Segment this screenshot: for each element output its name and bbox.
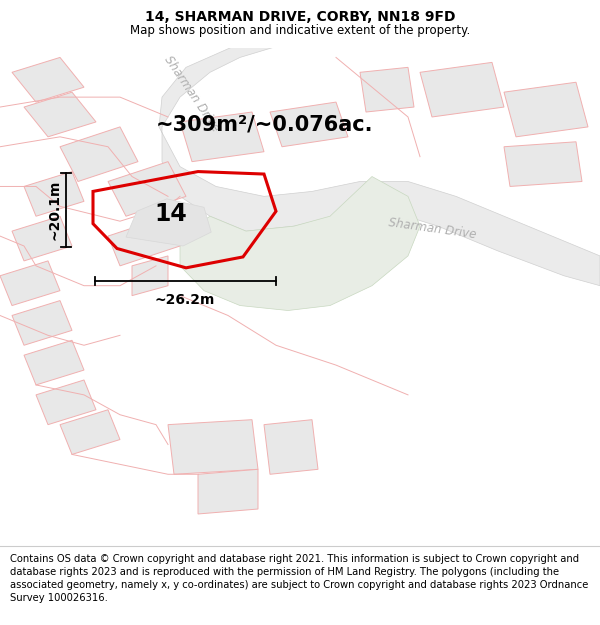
Polygon shape xyxy=(12,216,72,261)
Polygon shape xyxy=(60,410,120,454)
Polygon shape xyxy=(180,112,264,162)
Polygon shape xyxy=(168,420,258,474)
Polygon shape xyxy=(108,216,180,266)
Polygon shape xyxy=(270,102,348,147)
Polygon shape xyxy=(132,256,168,296)
Polygon shape xyxy=(420,62,504,117)
Polygon shape xyxy=(108,162,186,216)
Polygon shape xyxy=(504,82,588,137)
Polygon shape xyxy=(24,340,84,385)
Polygon shape xyxy=(12,301,72,345)
Polygon shape xyxy=(12,58,84,102)
Text: Contains OS data © Crown copyright and database right 2021. This information is : Contains OS data © Crown copyright and d… xyxy=(10,554,588,603)
Polygon shape xyxy=(264,420,318,474)
Polygon shape xyxy=(0,261,60,306)
Text: 14: 14 xyxy=(155,202,187,226)
Polygon shape xyxy=(60,127,138,181)
Polygon shape xyxy=(198,469,258,514)
Polygon shape xyxy=(504,142,582,186)
Polygon shape xyxy=(126,199,211,246)
Polygon shape xyxy=(36,380,96,424)
Polygon shape xyxy=(24,171,84,216)
Text: Sharman Drive: Sharman Drive xyxy=(387,216,477,241)
Text: ~26.2m: ~26.2m xyxy=(155,293,215,307)
Polygon shape xyxy=(159,48,600,286)
Text: ~20.1m: ~20.1m xyxy=(47,180,61,241)
Polygon shape xyxy=(360,68,414,112)
Text: Map shows position and indicative extent of the property.: Map shows position and indicative extent… xyxy=(130,24,470,37)
Text: 14, SHARMAN DRIVE, CORBY, NN18 9FD: 14, SHARMAN DRIVE, CORBY, NN18 9FD xyxy=(145,11,455,24)
Text: Sharman Drive: Sharman Drive xyxy=(162,54,222,134)
Text: ~309m²/~0.076ac.: ~309m²/~0.076ac. xyxy=(156,114,373,134)
Polygon shape xyxy=(24,92,96,137)
Polygon shape xyxy=(180,176,420,311)
